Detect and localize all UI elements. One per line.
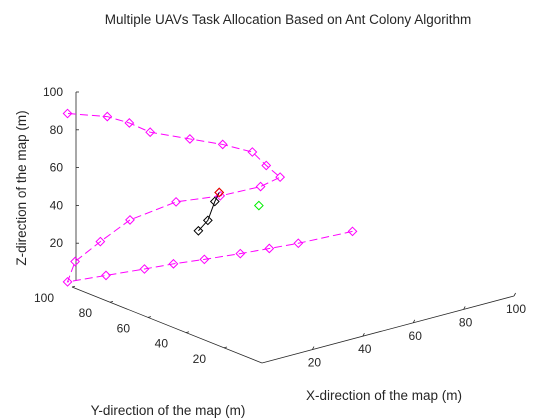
y-tick-mark [147, 316, 152, 318]
series-2-point [214, 187, 225, 198]
x-tick-label: 20 [308, 356, 322, 370]
series-0-point [168, 258, 179, 269]
series-0-line [66, 113, 353, 283]
series-3-point [253, 200, 264, 211]
x-tick-label: 60 [409, 329, 423, 343]
y-tick-mark [223, 346, 228, 349]
x-tick-label: 100 [506, 302, 526, 316]
y-tick-label: 20 [193, 352, 207, 366]
x-axis-label: X-direction of the map (m) [306, 388, 462, 403]
x-tick-label: 80 [459, 315, 473, 329]
x-tick-mark [362, 333, 365, 337]
series-1-point [193, 225, 204, 236]
z-tick-label: 80 [50, 123, 64, 137]
y-tick-label: 100 [34, 291, 54, 305]
series-0-point [124, 118, 135, 128]
series-1-point [209, 196, 220, 207]
series-0-point [261, 160, 272, 171]
series-0-point [125, 215, 135, 225]
y-tick-mark [71, 285, 76, 288]
series-0-point [275, 172, 286, 183]
x-tick-mark [312, 346, 315, 350]
series-0-point [347, 226, 358, 237]
series-0-point [264, 243, 275, 254]
z-axis-label: Z-direction of the map (m) [14, 110, 29, 265]
y-axis-label: Y-direction of the map (m) [91, 403, 246, 418]
series-0-point [217, 139, 228, 150]
series-0-point [101, 270, 111, 281]
series-0-point [62, 276, 73, 287]
series-0-point [171, 196, 181, 207]
series-0-point [247, 147, 258, 157]
y-tick-mark [109, 301, 114, 303]
z-tick-label: 40 [50, 198, 64, 212]
axis-ticks: 20 40 60 80 100 20 40 60 80 100 20 40 60 80 100 [34, 85, 526, 370]
series-0-point [95, 236, 106, 247]
x-tick-label: 40 [358, 342, 372, 356]
series-0-point [235, 248, 246, 259]
y-axis-line [71, 286, 263, 364]
series-0-point [62, 108, 73, 119]
y-tick-label: 60 [117, 321, 131, 335]
series-0-point [293, 238, 304, 249]
x-axis-line [261, 295, 515, 364]
series-0-point [199, 254, 210, 265]
series-0-point [70, 256, 81, 267]
series-0-point [145, 127, 156, 138]
x-tick-mark [463, 306, 466, 310]
y-tick-label: 80 [79, 306, 93, 320]
z-tick-label: 100 [43, 85, 63, 99]
z-tick-label: 20 [50, 236, 64, 250]
z-tick-label: 60 [50, 161, 64, 175]
plot-area [62, 108, 358, 287]
y-tick-mark [185, 331, 190, 333]
y-tick-label: 40 [155, 337, 169, 351]
series-1-line [198, 192, 220, 232]
series-0-point [184, 134, 195, 144]
series-0-point [102, 111, 113, 122]
series-0-point [139, 264, 150, 274]
x-tick-mark [412, 319, 416, 323]
series-0-point [255, 181, 266, 192]
series-1-point [202, 215, 213, 226]
chart-title: Multiple UAVs Task Allocation Based on A… [105, 12, 471, 27]
x-tick-mark [513, 292, 516, 297]
